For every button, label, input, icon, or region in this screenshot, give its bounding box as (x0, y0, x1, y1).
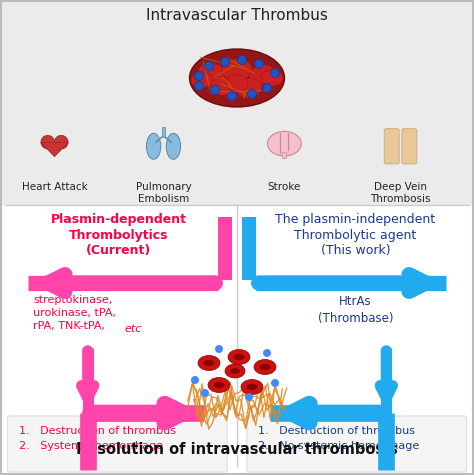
Circle shape (215, 345, 223, 353)
Circle shape (204, 61, 213, 70)
Ellipse shape (236, 78, 262, 98)
Circle shape (263, 84, 272, 93)
Circle shape (263, 349, 271, 357)
Circle shape (237, 56, 246, 65)
Ellipse shape (254, 360, 276, 374)
Bar (218, 217, 232, 280)
Ellipse shape (226, 75, 248, 91)
Circle shape (255, 59, 264, 68)
Ellipse shape (241, 380, 263, 395)
Ellipse shape (230, 368, 240, 374)
Text: Plasmin-dependent
Thrombolytics
(Current): Plasmin-dependent Thrombolytics (Current… (51, 213, 186, 257)
Circle shape (271, 379, 279, 387)
Bar (242, 217, 256, 280)
Ellipse shape (41, 135, 55, 149)
Circle shape (194, 82, 203, 91)
Circle shape (194, 72, 203, 80)
Ellipse shape (166, 133, 181, 159)
Text: Stroke: Stroke (268, 182, 301, 192)
FancyBboxPatch shape (247, 416, 466, 472)
Ellipse shape (198, 63, 226, 83)
Ellipse shape (210, 76, 234, 95)
Ellipse shape (259, 364, 271, 370)
Ellipse shape (222, 59, 252, 81)
Text: etc: etc (124, 324, 142, 334)
Ellipse shape (146, 133, 161, 159)
Bar (0, 205, 474, 475)
Ellipse shape (228, 350, 250, 364)
Bar (162, 127, 165, 137)
Circle shape (228, 92, 237, 101)
Ellipse shape (198, 355, 220, 370)
Ellipse shape (225, 364, 245, 378)
Circle shape (210, 86, 219, 95)
Text: Intravascular Thrombus: Intravascular Thrombus (146, 8, 328, 23)
Circle shape (245, 393, 253, 401)
Polygon shape (41, 142, 68, 157)
Ellipse shape (213, 382, 225, 388)
Ellipse shape (267, 132, 301, 156)
Circle shape (201, 389, 209, 397)
Ellipse shape (234, 354, 245, 360)
Text: Heart Attack: Heart Attack (22, 182, 87, 192)
Text: streptokinase,
urokinase, tPA,
rPA, TNK-tPA,: streptokinase, urokinase, tPA, rPA, TNK-… (33, 295, 116, 332)
Ellipse shape (208, 378, 230, 392)
Bar (283, 152, 286, 158)
Text: Deep Vein
Thrombosis: Deep Vein Thrombosis (370, 182, 431, 204)
Text: 1.   Destruction of thrombus
2.   No systemic hemorrhage: 1. Destruction of thrombus 2. No systemi… (258, 426, 419, 451)
Text: 1.   Destruction of thrombus
2.   Systemic hemorrhage: 1. Destruction of thrombus 2. Systemic h… (19, 426, 176, 451)
Ellipse shape (190, 49, 284, 107)
Ellipse shape (191, 72, 213, 88)
Circle shape (191, 376, 199, 384)
Text: HtrAs
(Thrombase): HtrAs (Thrombase) (318, 295, 393, 325)
Ellipse shape (261, 70, 283, 86)
FancyBboxPatch shape (384, 129, 399, 164)
Text: The plasmin-independent
Thrombolytic agent
(This work): The plasmin-independent Thrombolytic age… (275, 213, 436, 257)
Bar (0, 0, 474, 205)
Ellipse shape (246, 384, 257, 390)
Ellipse shape (55, 135, 68, 149)
Circle shape (220, 57, 229, 67)
Circle shape (271, 68, 280, 77)
Ellipse shape (249, 65, 275, 85)
Circle shape (247, 89, 256, 98)
Ellipse shape (203, 360, 215, 366)
FancyBboxPatch shape (402, 129, 417, 164)
Text: Pulmonary
Embolism: Pulmonary Embolism (136, 182, 191, 204)
Text: Resolution of intravascular thrombosis: Resolution of intravascular thrombosis (76, 442, 398, 457)
FancyBboxPatch shape (8, 416, 227, 472)
